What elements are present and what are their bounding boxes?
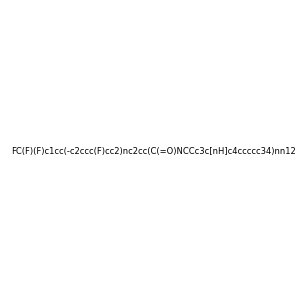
- Text: FC(F)(F)c1cc(-c2ccc(F)cc2)nc2cc(C(=O)NCCc3c[nH]c4ccccc34)nn12: FC(F)(F)c1cc(-c2ccc(F)cc2)nc2cc(C(=O)NCC…: [11, 147, 296, 156]
